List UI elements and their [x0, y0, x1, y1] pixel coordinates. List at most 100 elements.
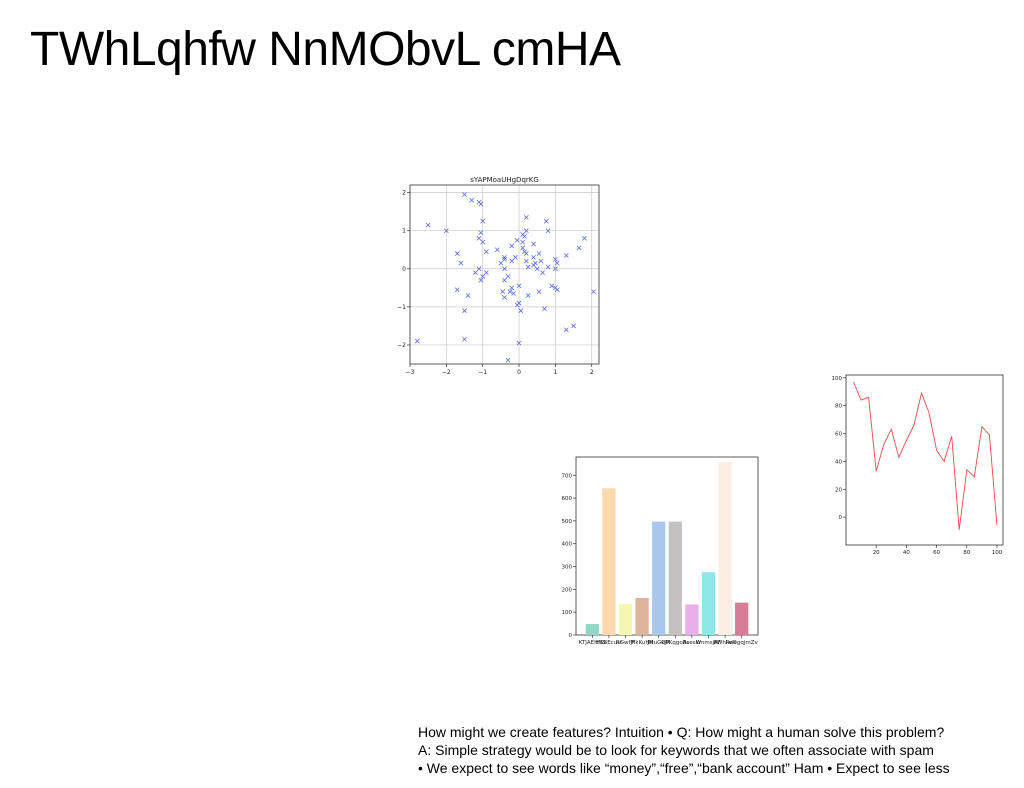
- y-tick-label: 200: [562, 587, 573, 593]
- data-point: [523, 214, 529, 220]
- scatter-chart: sYAPMoaUHgDqrKG −3 −2 −1 0 1 2 −2 −1 0 1 2: [397, 176, 600, 376]
- x-tick-label: 0: [517, 369, 521, 376]
- data-point: [553, 256, 558, 262]
- data-point: [498, 260, 504, 266]
- data-point: [478, 230, 484, 235]
- data-point: [576, 245, 582, 251]
- chart-title: sYAPMoaUHgDqrKG: [470, 176, 539, 184]
- data-point: [500, 289, 506, 295]
- line-chart: 20 40 60 80 100 0 20 40 60 80 100: [832, 374, 1004, 556]
- y-tick-label: 0: [402, 266, 406, 273]
- data-point: [483, 249, 489, 255]
- data-point: [465, 293, 471, 298]
- data-point: [425, 222, 431, 228]
- x-tick-label: OPKqgoAc: [661, 640, 689, 646]
- y-tick-label: 700: [562, 473, 573, 479]
- y-tick-label: 80: [835, 404, 842, 410]
- x-tick-label: MkKuHft: [631, 640, 655, 646]
- data-point: [502, 254, 507, 260]
- bar: [685, 604, 699, 635]
- data-point: [525, 293, 531, 298]
- plot-frame: [409, 184, 600, 365]
- bar: [718, 462, 732, 635]
- plot-frame: [845, 374, 1004, 546]
- series-line: [853, 381, 998, 530]
- x-tick-label: 2: [590, 369, 594, 376]
- data-point: [462, 192, 467, 197]
- bar: [735, 602, 749, 635]
- data-point: [509, 285, 515, 291]
- bar: [585, 624, 599, 635]
- y-tick-label: 600: [562, 496, 573, 502]
- data-point: [505, 357, 511, 363]
- data-point: [545, 228, 551, 234]
- data-point: [523, 251, 529, 256]
- y-tick-label: −1: [397, 304, 406, 311]
- data-point: [523, 258, 529, 264]
- data-point: [591, 289, 596, 295]
- data-point: [511, 291, 516, 296]
- data-point: [554, 287, 560, 293]
- x-tick-label: −1: [478, 369, 487, 376]
- x-tick-label: BsesW: [683, 640, 702, 646]
- x-tick-label: −2: [442, 369, 451, 376]
- y-tick-label: 100: [562, 610, 573, 616]
- data-point: [462, 308, 467, 314]
- data-point: [531, 241, 536, 247]
- caption-line: A: Simple strategy would be to look for …: [418, 742, 934, 758]
- data-point: [513, 254, 518, 260]
- data-point: [563, 327, 569, 333]
- data-point: [516, 340, 522, 346]
- x-tick-label: KTJAEHNS: [579, 640, 607, 646]
- data-point: [531, 254, 536, 260]
- bar: [701, 572, 716, 635]
- data-point: [469, 197, 475, 203]
- data-point: [525, 264, 531, 270]
- data-point: [414, 338, 420, 344]
- x-tick-label: 80: [963, 550, 970, 556]
- y-tick-label: 100: [832, 376, 843, 382]
- data-point: [502, 277, 507, 283]
- data-point: [545, 264, 551, 270]
- data-point: [483, 270, 489, 275]
- data-point: [571, 323, 576, 329]
- data-point: [554, 260, 560, 266]
- data-point: [502, 266, 507, 272]
- bar: [602, 488, 616, 635]
- x-tick-label: kmmsjAF: [696, 640, 721, 646]
- x-tick-label: 1: [553, 369, 557, 376]
- data-point: [534, 266, 540, 272]
- y-tick-label: 20: [835, 487, 842, 493]
- data-point: [509, 258, 515, 264]
- data-point: [458, 260, 464, 266]
- data-point: [536, 289, 542, 295]
- bar: [652, 521, 666, 635]
- data-point: [473, 270, 478, 275]
- x-tick-label: −3: [406, 369, 415, 376]
- data-point: [502, 294, 507, 300]
- slide-title: TWhLqhfw NnMObvL cmHA: [30, 23, 621, 76]
- bar: [635, 598, 649, 635]
- data-point: [563, 253, 569, 258]
- bar: [668, 521, 682, 635]
- data-point: [509, 243, 515, 249]
- data-point: [520, 239, 526, 245]
- data-point: [553, 266, 558, 272]
- data-point: [507, 289, 513, 295]
- data-point: [523, 228, 529, 234]
- x-tick-label: ReOgqjmZv: [726, 640, 759, 646]
- data-point: [480, 274, 486, 279]
- data-point: [540, 270, 546, 275]
- bar-chart: 0 100 200 300 400 500 600 700 KTJAEHNSHSBEcusfRG…: [562, 456, 759, 646]
- data-point: [454, 287, 460, 293]
- data-point: [505, 274, 511, 279]
- caption-line: How might we create features? Intuition …: [418, 724, 945, 740]
- bar: [618, 604, 633, 635]
- data-point: [476, 235, 482, 241]
- x-tick-label: RGwfjF: [616, 640, 635, 646]
- data-point: [531, 262, 536, 268]
- data-point: [480, 239, 486, 245]
- data-point: [514, 302, 520, 308]
- data-point: [462, 336, 467, 342]
- data-point: [478, 277, 484, 283]
